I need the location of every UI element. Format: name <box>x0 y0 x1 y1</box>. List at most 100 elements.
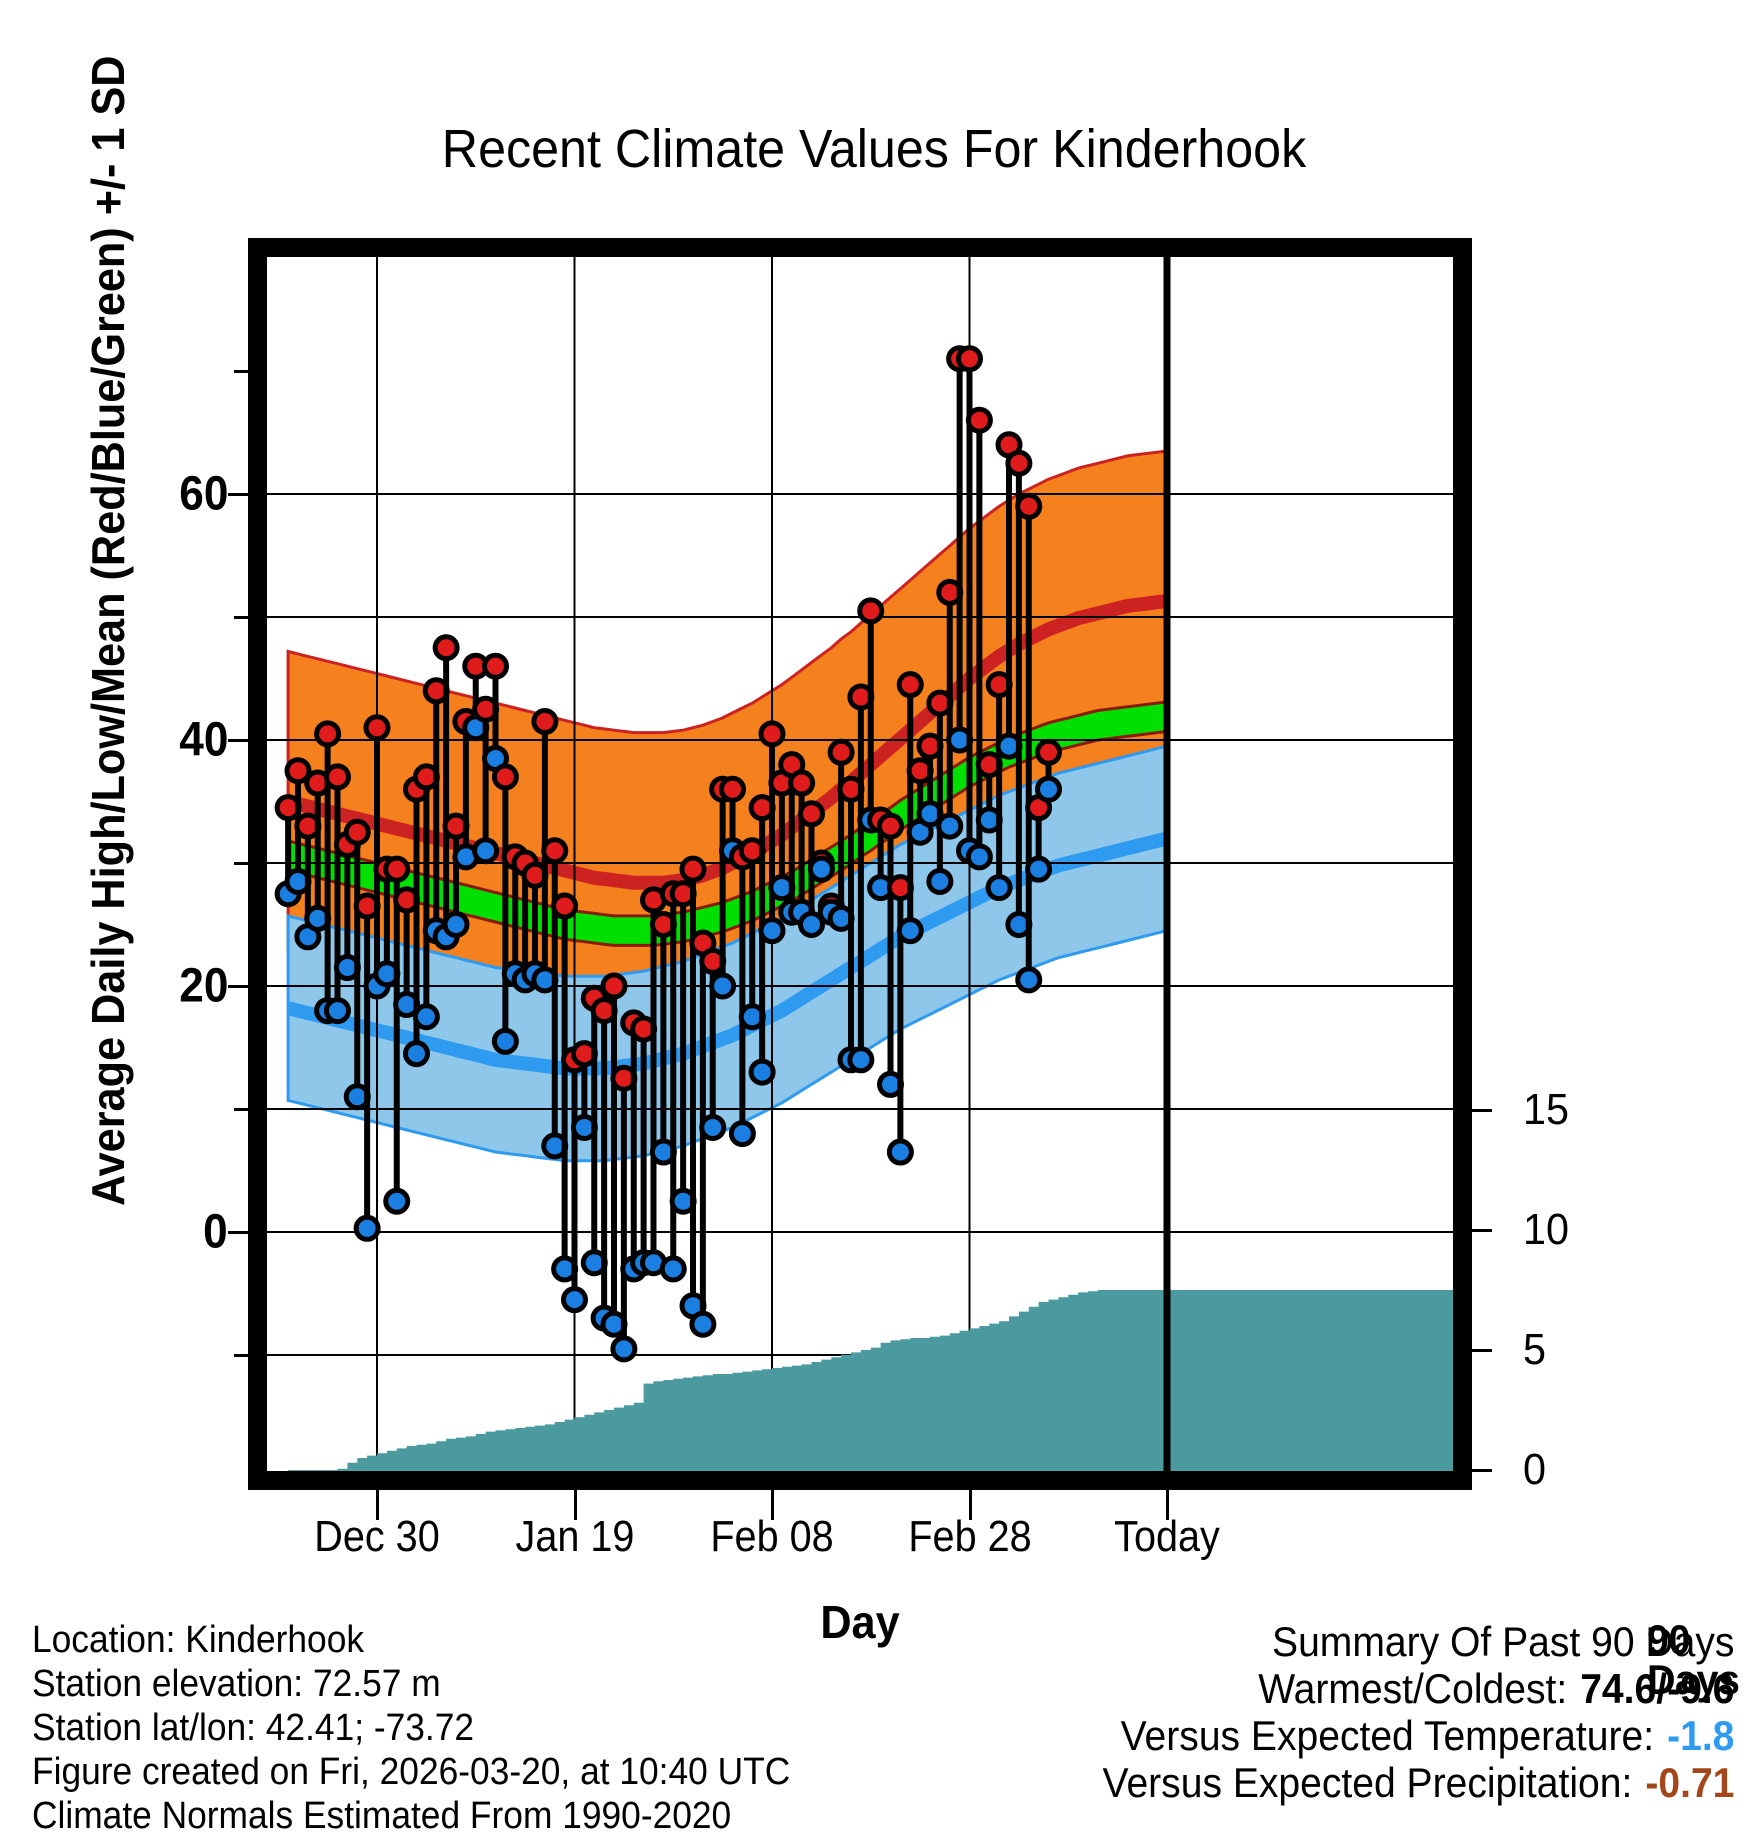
ninety-days-line2: Days <box>1647 1655 1740 1703</box>
high-temp-marker <box>827 738 855 766</box>
x-axis-tickmark <box>968 1490 972 1520</box>
summary-row-label: Versus Expected Temperature: <box>1120 1712 1654 1759</box>
precipitation-area <box>288 1290 1453 1471</box>
y-axis-left-minor-tickmark <box>234 1108 248 1111</box>
y-axis-right-tickmark <box>1472 1469 1492 1472</box>
high-temp-marker <box>679 855 707 883</box>
x-axis-tick-label: Today <box>1114 1512 1220 1561</box>
y-axis-right-tick-label: 15 <box>1523 1085 1570 1134</box>
station-metadata-line-2: Station lat/lon: 42.41; -73.72 <box>32 1707 475 1749</box>
low-temp-marker <box>324 997 351 1025</box>
summary-row-value: -0.71 <box>1644 1759 1734 1806</box>
low-temp-marker <box>1035 775 1062 803</box>
high-temp-marker <box>798 800 825 828</box>
high-temp-marker <box>314 720 342 748</box>
low-temp-marker <box>886 1138 914 1166</box>
y-axis-left-tickmark <box>228 985 248 988</box>
y-axis-left-tickmark <box>228 493 248 496</box>
y-axis-left-label: Average Daily High/Low/Mean (Red/Blue/Gr… <box>82 55 134 1207</box>
chart-canvas <box>267 257 1453 1471</box>
y-axis-right-tick-label: 5 <box>1523 1325 1547 1374</box>
low-temp-marker <box>659 1255 687 1283</box>
high-temp-marker <box>383 855 411 883</box>
low-temp-marker <box>403 1040 430 1068</box>
low-temp-marker <box>610 1335 638 1363</box>
low-temp-marker <box>798 911 825 938</box>
summary-row-0: Warmest/Coldest: 74.6/-9.6 <box>1102 1665 1734 1712</box>
y-axis-right-tick-label: 0 <box>1523 1445 1547 1494</box>
low-temp-marker <box>758 917 786 945</box>
high-temp-marker <box>432 634 460 662</box>
x-axis-tick-label: Feb 08 <box>710 1512 834 1561</box>
ninety-days-annotation: 90 Days <box>1647 1616 1745 1703</box>
summary-row-label: Versus Expected Precipitation: <box>1102 1759 1632 1806</box>
high-temp-marker <box>896 671 924 699</box>
low-temp-marker <box>965 843 993 871</box>
y-axis-left-tick-label: 40 <box>178 713 228 767</box>
x-axis-tick-label: Dec 30 <box>314 1512 440 1561</box>
high-temp-marker <box>600 972 628 1000</box>
high-temp-marker <box>1005 449 1033 477</box>
summary-row-label: Warmest/Coldest: <box>1257 1665 1567 1712</box>
station-metadata-line-0: Location: Kinderhook <box>32 1619 365 1661</box>
y-axis-right-tickmark <box>1472 1109 1492 1112</box>
climate-chart-svg <box>267 257 1453 1471</box>
high-temp-marker <box>758 720 786 748</box>
y-axis-right-tickmark <box>1472 1349 1492 1352</box>
low-temp-marker <box>353 1214 381 1242</box>
low-temp-marker <box>383 1187 411 1215</box>
low-temp-marker <box>985 874 1013 902</box>
high-temp-marker <box>857 597 885 625</box>
summary-rows: Warmest/Coldest: 74.6/-9.6 Versus Expected… <box>1055 1665 1734 1806</box>
ninety-days-line1: 90 <box>1647 1616 1690 1663</box>
x-axis-tick-label: Jan 19 <box>515 1512 634 1561</box>
high-temp-marker <box>491 763 519 791</box>
page-title: Recent Climate Values For Kinderhook <box>441 119 1307 179</box>
low-temp-marker <box>1025 855 1053 883</box>
low-temp-marker <box>936 812 964 840</box>
high-temp-marker <box>965 406 993 434</box>
y-axis-right-tick-label: 10 <box>1523 1205 1570 1254</box>
low-temp-marker <box>847 1046 875 1074</box>
station-metadata-line-3: Figure created on Fri, 2026-03-20, at 10… <box>32 1751 791 1793</box>
summary-row-value: -1.8 <box>1666 1712 1734 1759</box>
x-axis-label: Day <box>820 1596 900 1648</box>
y-axis-left-minor-tickmark <box>234 370 248 373</box>
low-temp-marker <box>472 837 500 865</box>
high-temp-marker <box>788 769 816 797</box>
y-axis-left-minor-tickmark <box>234 1354 248 1357</box>
chart-plot-frame: 90 Days <box>248 238 1740 1700</box>
high-temp-marker <box>324 763 351 791</box>
x-axis-tick-label: Feb 28 <box>907 1512 1032 1561</box>
x-axis-tickmark <box>1166 1490 1169 1520</box>
station-metadata-line-4: Climate Normals Estimated From 1990-2020 <box>32 1795 732 1837</box>
high-temp-marker <box>719 775 746 803</box>
low-temp-marker <box>561 1286 588 1314</box>
low-temp-marker <box>728 1120 756 1148</box>
low-temp-marker <box>491 1027 519 1055</box>
low-temp-marker <box>807 855 835 883</box>
summary-heading: Summary Of Past 90 Days <box>1271 1618 1734 1665</box>
high-temp-marker <box>956 345 983 373</box>
y-axis-left-tick-label: 60 <box>178 467 228 521</box>
y-axis-left-tickmark <box>228 739 248 742</box>
high-temp-marker <box>284 757 312 785</box>
x-axis-tickmark <box>573 1490 577 1520</box>
low-temp-marker <box>1015 966 1043 994</box>
low-temp-marker <box>699 1113 727 1141</box>
daily-observations <box>274 345 1062 1363</box>
high-temp-marker <box>343 818 371 846</box>
low-temp-marker <box>748 1058 776 1086</box>
high-temp-marker <box>482 652 509 680</box>
y-axis-left-tick-label: 0 <box>203 1205 228 1259</box>
y-axis-left-tick-label: 20 <box>178 959 228 1013</box>
high-temp-marker <box>531 708 559 736</box>
low-temp-marker <box>926 867 954 895</box>
summary-row-2: Versus Expected Precipitation: -0.71 <box>1102 1759 1734 1806</box>
high-temp-marker <box>1035 738 1062 766</box>
x-axis-tickmark <box>771 1490 774 1520</box>
low-temp-marker <box>709 972 737 1000</box>
low-temp-marker <box>896 917 924 945</box>
summary-row-1: Versus Expected Temperature: -1.8 <box>1102 1712 1734 1759</box>
high-temp-marker <box>551 892 579 920</box>
